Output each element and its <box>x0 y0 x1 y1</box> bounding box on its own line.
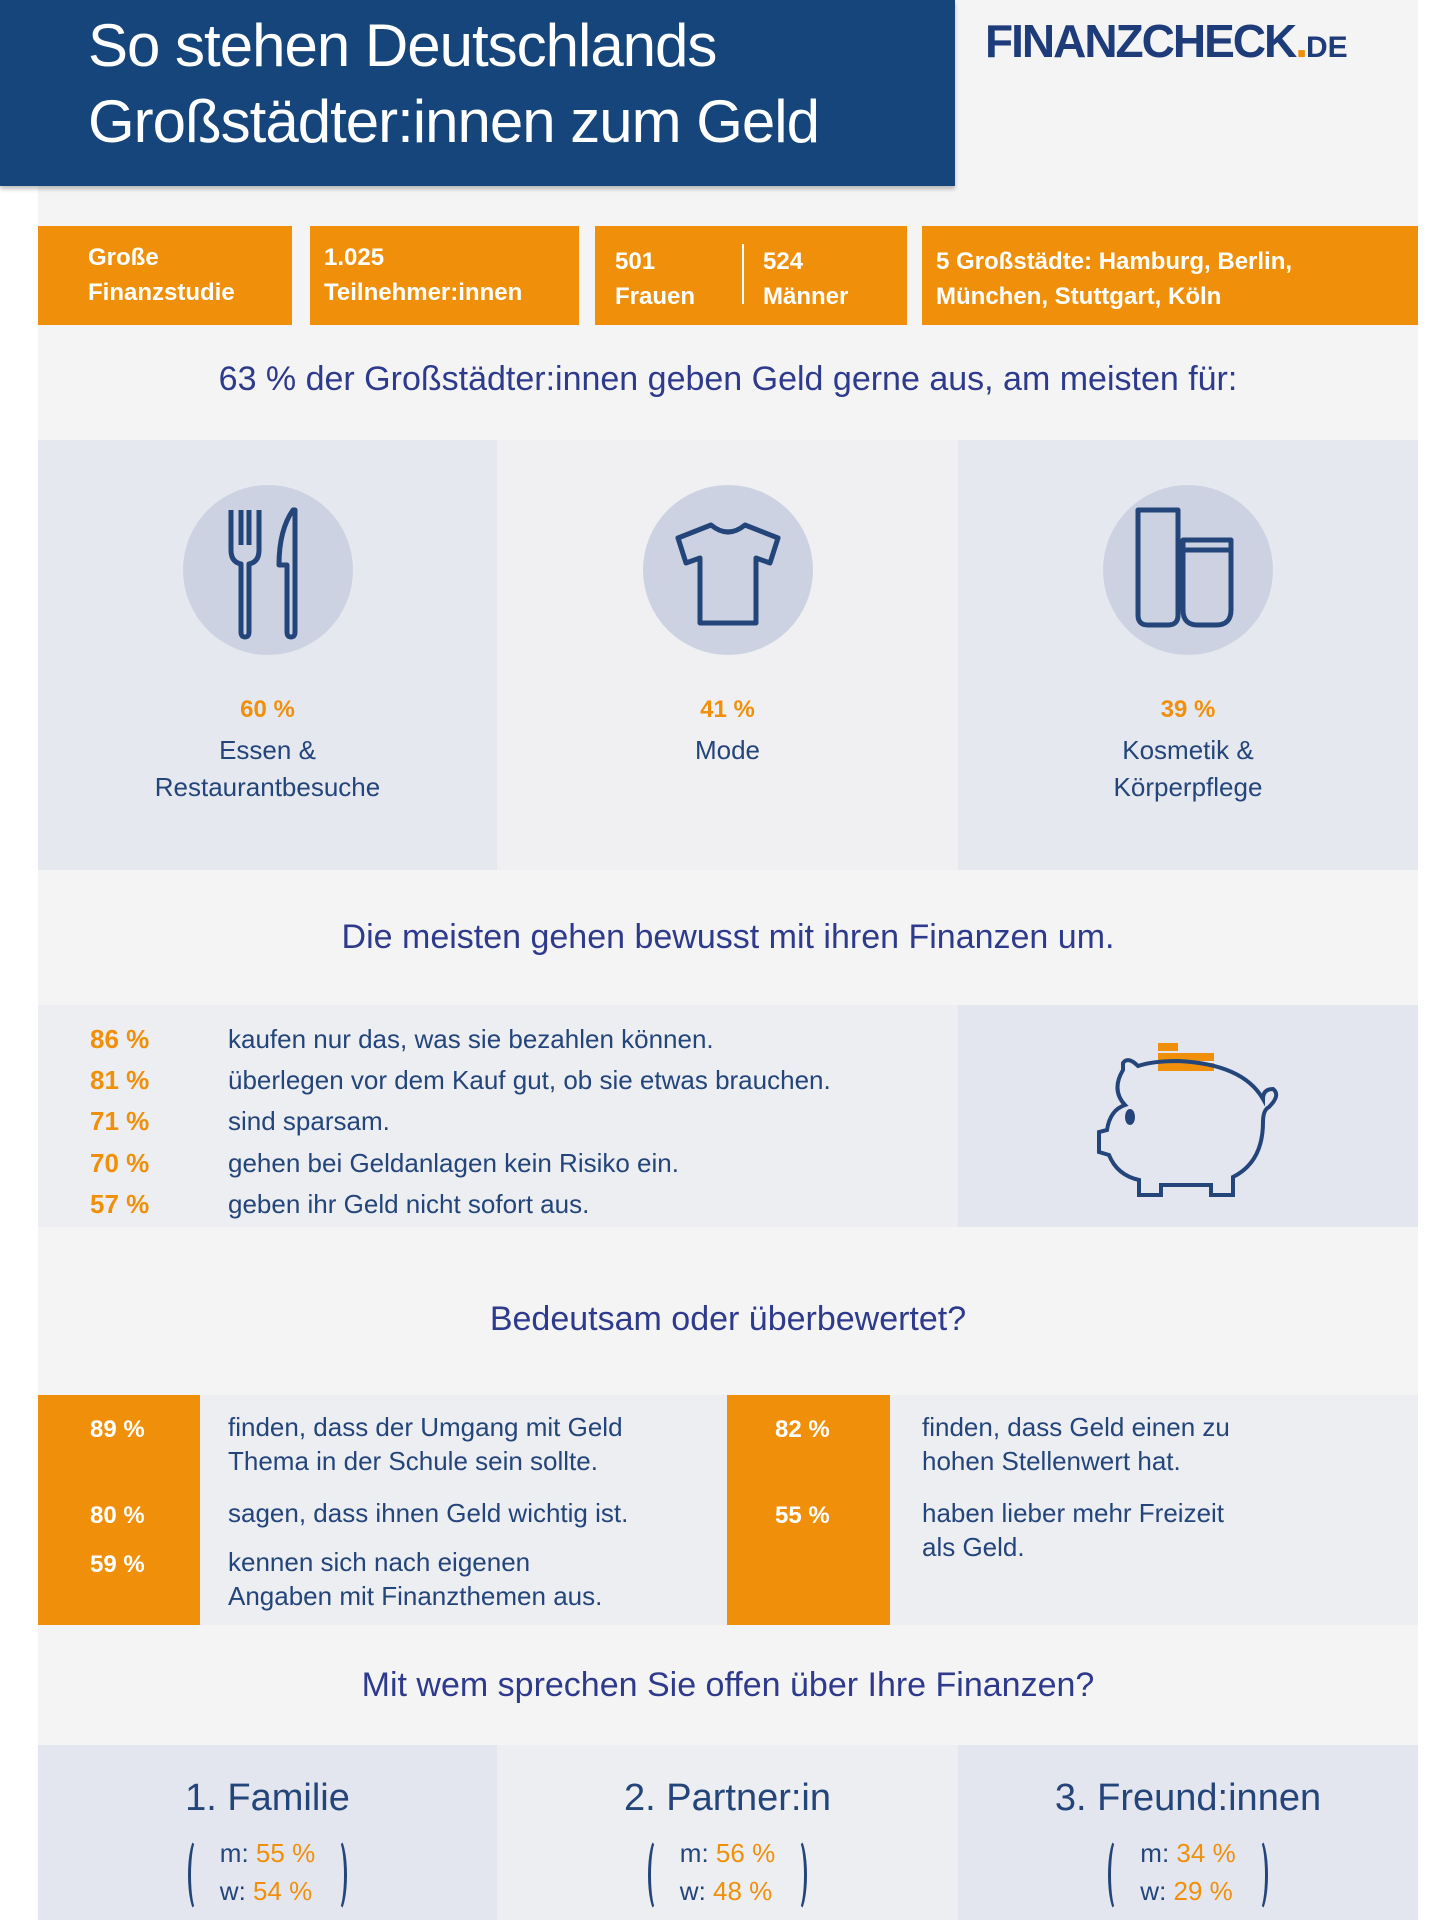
importance-text: sagen, dass ihnen Geld wichtig ist. <box>228 1498 629 1528</box>
finanzcheck-logo: FINANZCHECK.DE <box>985 15 1348 67</box>
fact-cities: 5 Großstädte: Hamburg, Berlin, München, S… <box>922 226 1418 325</box>
fact-gender: 501 Frauen 524 Männer <box>595 226 907 325</box>
importance-heading: Bedeutsam oder überbewertet? <box>489 1300 967 1338</box>
spending-item-cosmetics: 39 % Kosmetik & Körperpflege <box>958 440 1418 870</box>
title-line-2: Großstädter:innen zum Geld <box>88 88 820 155</box>
tshirt-icon <box>642 485 813 655</box>
importance-pct: 80 % <box>90 1502 145 1529</box>
conscious-heading: Die meisten gehen bewusst mit ihren Fina… <box>341 918 1115 956</box>
talk-item-partner: 2. Partner:in m: 56 % w: 48 % <box>497 1745 958 1920</box>
cosmetics-icon <box>1103 485 1273 655</box>
spending-item-food: 60 % Essen & Restaurantbesuche <box>38 440 497 870</box>
importance-pct: 59 % <box>90 1551 145 1578</box>
title-line-1: So stehen Deutschlands <box>88 12 717 79</box>
fact-study: Große Finanzstudie <box>38 226 292 325</box>
title-banner: So stehen Deutschlands Großstädter:innen… <box>0 0 955 186</box>
piggy-bank-icon <box>1097 1043 1279 1197</box>
importance-pct: 82 % <box>775 1416 830 1443</box>
talk-item-family: 1. Familie m: 55 % w: 54 % <box>38 1745 497 1920</box>
divider <box>742 244 744 304</box>
fact-participants: 1.025 Teilnehmer:innen <box>310 226 579 325</box>
talk-item-friends: 3. Freund:innen m: 34 % w: 29 % <box>958 1745 1418 1920</box>
importance-left-bar <box>38 1395 200 1625</box>
importance-text: finden, dass Geld einen zu hohen Stellenw… <box>922 1412 1230 1476</box>
importance-pct: 89 % <box>90 1416 145 1443</box>
importance-right-bar <box>727 1395 890 1625</box>
spending-item-fashion: 41 % Mode <box>497 440 958 870</box>
spending-heading: 63 % der Großstädter:innen geben Geld ge… <box>218 360 1238 398</box>
importance-pct: 55 % <box>775 1502 830 1529</box>
conscious-list-panel <box>38 1005 958 1227</box>
importance-text: kennen sich nach eigenen Angaben mit Fina… <box>228 1547 603 1611</box>
cutlery-icon <box>182 485 353 655</box>
piggy-panel <box>958 1005 1418 1227</box>
talk-heading: Mit wem sprechen Sie offen über Ihre Fin… <box>361 1666 1095 1704</box>
importance-text: haben lieber mehr Freizeit als Geld. <box>922 1498 1225 1562</box>
importance-text: finden, dass der Umgang mit Geld Thema in… <box>228 1412 623 1476</box>
